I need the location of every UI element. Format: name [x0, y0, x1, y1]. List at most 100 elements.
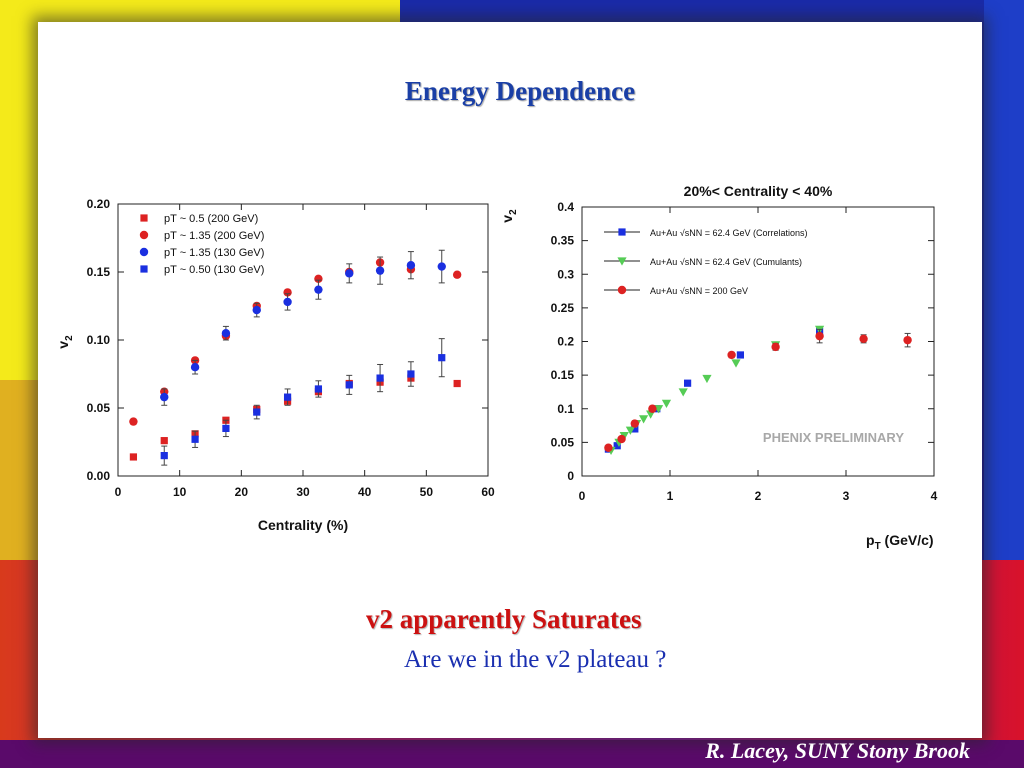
data-point	[345, 381, 353, 389]
x-tick-label: 20	[235, 485, 249, 499]
y-axis-label-sub: 2	[64, 335, 75, 341]
series-2	[604, 328, 912, 452]
y-axis-label: v2	[500, 209, 519, 223]
legend-label: pT ~ 0.50 (130 GeV)	[164, 264, 264, 276]
x-tick-label: 0	[115, 485, 122, 499]
legend-label: Au+Au √sNN = 62.4 GeV (Cumulants)	[650, 257, 802, 267]
data-point	[617, 434, 626, 444]
x-tick-label: 3	[843, 489, 850, 503]
data-point	[314, 274, 323, 283]
chart-annotation: PHENIX PRELIMINARY	[763, 430, 904, 445]
y-tick-label: 0.25	[551, 301, 575, 315]
y-tick-label: 0.05	[87, 401, 111, 415]
data-point	[253, 408, 261, 416]
data-point	[678, 388, 688, 397]
y-tick-label: 0.15	[87, 265, 111, 279]
y-tick-label: 0.35	[551, 234, 575, 248]
data-point	[191, 435, 199, 443]
data-point	[252, 305, 261, 315]
x-axis-label-main: p	[866, 532, 875, 548]
legend-marker	[618, 228, 626, 236]
data-point	[613, 442, 621, 450]
x-axis-label-sub: T	[875, 541, 881, 552]
data-point	[283, 288, 292, 297]
data-point	[406, 261, 416, 270]
data-point	[160, 437, 168, 445]
data-point	[625, 426, 635, 435]
data-point	[375, 266, 385, 275]
series-2	[160, 249, 446, 406]
data-point	[452, 270, 462, 279]
x-tick-label: 60	[481, 485, 495, 499]
data-point	[407, 370, 415, 378]
data-point	[438, 354, 446, 362]
y-axis-label-main: v	[55, 341, 71, 349]
data-point	[221, 329, 231, 338]
x-axis-label: Centrality (%)	[258, 517, 348, 533]
data-point	[222, 424, 230, 432]
author-credit: R. Lacey, SUNY Stony Brook	[705, 738, 970, 763]
chart-title: 20%< Centrality < 40%	[684, 183, 833, 199]
slide-title: Energy Dependence	[404, 76, 636, 106]
data-point	[437, 262, 446, 271]
data-point	[702, 374, 712, 384]
y-axis-label: v2	[55, 335, 75, 349]
data-point	[648, 404, 657, 413]
y-tick-label: 0	[567, 469, 574, 483]
data-point	[859, 334, 868, 344]
plot-frame	[117, 203, 489, 477]
x-tick-label: 1	[667, 489, 674, 503]
data-point	[283, 393, 292, 401]
data-point	[771, 342, 780, 352]
data-point	[190, 363, 200, 372]
series-3	[160, 338, 446, 466]
data-point	[376, 374, 384, 382]
legend-marker	[139, 247, 149, 257]
x-axis-label-rest: (GeV/c)	[881, 532, 934, 548]
left-chart-panel: 0 10 20 30 40 50 60 0.00 0.05 0.10 0.15 0.20 v2 Centr…	[52, 160, 500, 538]
data-point	[160, 392, 169, 402]
y-axis-label-main: v	[500, 215, 515, 223]
legend-marker	[617, 285, 627, 295]
y-tick-label: 0.15	[551, 368, 575, 382]
y-tick-label: 0.05	[551, 435, 575, 449]
x-tick-label: 2	[755, 489, 762, 503]
legend-label: Au+Au √sNN = 200 GeV	[650, 286, 748, 296]
y-tick-label: 0.4	[557, 200, 574, 214]
centrality-chart: 0 10 20 30 40 50 60 0.00 0.05 0.10 0.15 0.20 v2 Centr…	[55, 197, 495, 533]
data-point	[661, 399, 672, 408]
y-tick-label: 0.3	[557, 267, 574, 281]
x-tick-label: 4	[931, 489, 938, 503]
y-tick-label: 0.2	[557, 335, 574, 349]
series-0	[129, 374, 461, 461]
x-tick-label: 40	[358, 485, 372, 499]
x-tick-label: 30	[296, 485, 310, 499]
question-text: Are we in the v2 plateau ?	[404, 646, 667, 673]
legend-marker	[140, 214, 148, 222]
data-point	[604, 443, 613, 452]
data-point	[727, 350, 736, 360]
series-1	[129, 258, 462, 426]
data-point	[631, 425, 639, 433]
data-point	[731, 359, 741, 368]
legend-label: pT ~ 1.35 (200 GeV)	[164, 230, 264, 242]
right-chart-panel: 0 1 2 3 4 0 0.05 0.1 0.15 0.2 0.25 0.3 0.35 0.4 v2 pT (…	[499, 160, 970, 558]
legend-marker	[617, 257, 627, 266]
headline: v2 apparently Saturates	[366, 604, 642, 634]
data-point	[684, 379, 692, 387]
x-tick-label: 50	[420, 485, 434, 499]
x-tick-label: 0	[579, 489, 586, 503]
data-point	[815, 331, 824, 341]
legend-label: pT ~ 0.5 (200 GeV)	[164, 213, 258, 225]
data-point	[736, 351, 744, 359]
data-point	[314, 385, 323, 393]
legend-label: Au+Au √sNN = 62.4 GeV (Correlations)	[650, 228, 808, 238]
data-point	[283, 297, 292, 307]
data-point	[129, 417, 138, 426]
legend-marker	[139, 230, 149, 240]
data-point	[639, 415, 649, 424]
legend-label: pT ~ 1.35 (130 GeV)	[164, 247, 264, 259]
legend-marker	[140, 265, 148, 273]
data-point	[630, 419, 639, 428]
y-tick-label: 0.00	[87, 469, 111, 483]
